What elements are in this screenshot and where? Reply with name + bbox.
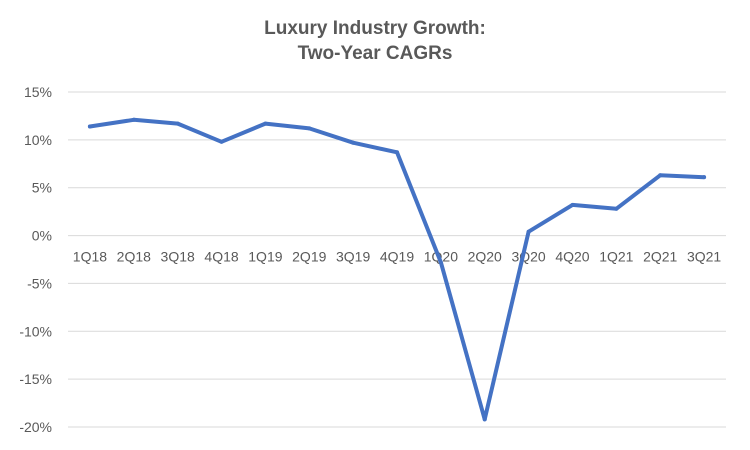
x-tick-label: 2Q18 bbox=[117, 249, 151, 265]
x-tick-label: 3Q21 bbox=[687, 249, 721, 265]
x-tick-label: 1Q21 bbox=[599, 249, 633, 265]
x-tick-label: 2Q20 bbox=[468, 249, 502, 265]
chart-title-line-2: Two-Year CAGRs bbox=[297, 43, 453, 64]
y-axis-tick-labels: 15% 10% 5% 0% -5% -10% -15% -20% bbox=[19, 84, 52, 435]
data-point bbox=[219, 139, 224, 144]
series-layer bbox=[87, 117, 707, 422]
x-tick-label: 1Q20 bbox=[424, 249, 458, 265]
data-point bbox=[351, 140, 356, 145]
y-tick-label: -15% bbox=[19, 371, 52, 387]
chart-title: Luxury Industry Growth: Two-Year CAGRs bbox=[0, 16, 750, 66]
data-point bbox=[526, 229, 531, 234]
x-tick-label: 2Q19 bbox=[292, 249, 326, 265]
x-tick-label: 3Q18 bbox=[161, 249, 195, 265]
x-axis-tick-labels: 1Q18 2Q18 3Q18 4Q18 1Q19 2Q19 3Q19 4Q19 1Q20 2Q20… bbox=[73, 249, 722, 265]
data-point bbox=[482, 417, 487, 422]
data-point bbox=[175, 121, 180, 126]
y-tick-label: 0% bbox=[32, 228, 52, 244]
data-point bbox=[87, 124, 92, 129]
data-point bbox=[438, 260, 443, 265]
x-tick-label: 1Q18 bbox=[73, 249, 107, 265]
x-tick-label: 1Q19 bbox=[248, 249, 282, 265]
x-tick-label: 4Q18 bbox=[204, 249, 238, 265]
x-tick-label: 3Q20 bbox=[511, 249, 545, 265]
data-point bbox=[702, 175, 707, 180]
data-point bbox=[614, 206, 619, 211]
data-point bbox=[307, 126, 312, 131]
y-tick-label: -10% bbox=[19, 323, 52, 339]
x-tick-label: 3Q19 bbox=[336, 249, 370, 265]
x-tick-label: 2Q21 bbox=[643, 249, 677, 265]
data-point bbox=[658, 173, 663, 178]
data-point bbox=[263, 121, 268, 126]
series-line bbox=[87, 117, 707, 422]
data-point bbox=[570, 202, 575, 207]
chart-title-line-1: Luxury Industry Growth: bbox=[264, 18, 486, 39]
gridlines bbox=[68, 91, 726, 428]
y-tick-label: -5% bbox=[27, 275, 52, 291]
y-tick-label: 5% bbox=[32, 180, 52, 196]
data-point bbox=[395, 150, 399, 155]
y-tick-label: -20% bbox=[19, 419, 52, 435]
x-tick-label: 4Q20 bbox=[555, 249, 589, 265]
data-point bbox=[131, 117, 136, 122]
y-tick-label: 15% bbox=[24, 84, 52, 100]
x-tick-label: 4Q19 bbox=[380, 249, 414, 265]
y-tick-label: 10% bbox=[24, 132, 52, 148]
